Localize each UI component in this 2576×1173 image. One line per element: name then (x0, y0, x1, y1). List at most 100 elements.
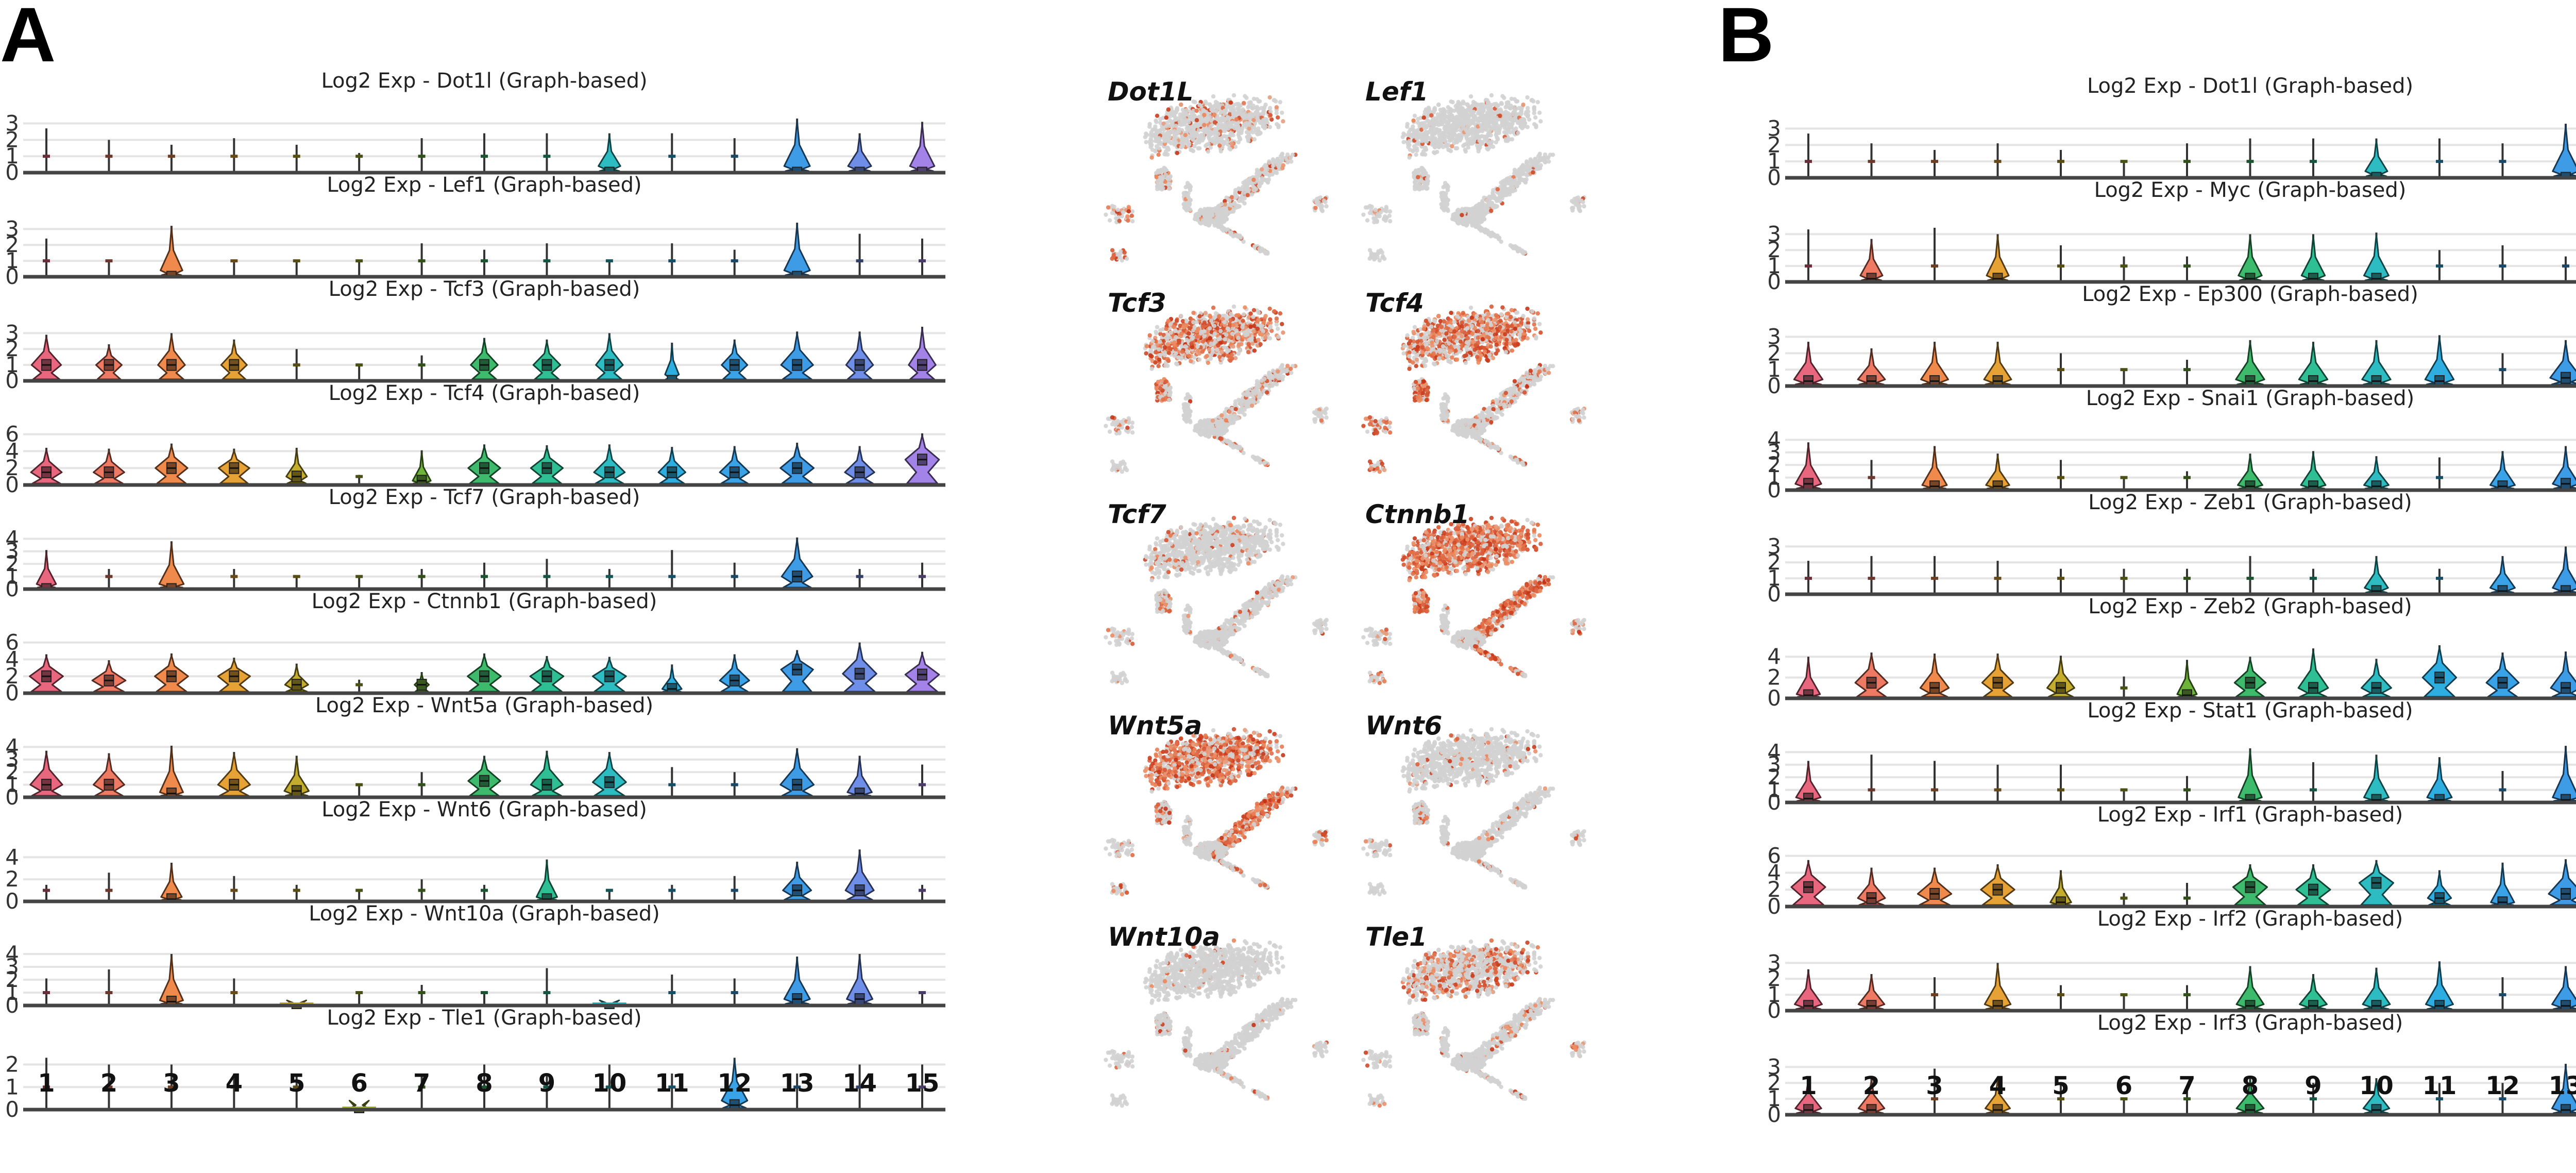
umap-cell-point (1223, 126, 1227, 130)
subplot-title: Log2 Exp - Wnt10a (Graph-based) (309, 902, 660, 926)
violin-median-marker (355, 259, 363, 262)
umap-cell-point (1268, 336, 1272, 340)
umap-cell-point (1443, 181, 1447, 185)
umap-cell-point (1459, 218, 1463, 222)
umap-cell-point (1175, 107, 1179, 111)
umap-cell-point (1414, 153, 1418, 157)
umap-cell-point (1460, 213, 1464, 217)
umap-cell-point (1489, 93, 1494, 97)
umap-cell-point (1192, 144, 1196, 148)
umap-cell-point (1387, 214, 1392, 218)
violin-median-marker (543, 991, 550, 994)
umap-cell-point (1494, 102, 1498, 106)
violin-median-marker (1805, 577, 1812, 580)
umap-cell-point (1464, 222, 1468, 226)
umap-cell-point (1491, 196, 1495, 200)
umap-cell-point (1210, 139, 1214, 143)
umap-cell-point (1423, 153, 1427, 157)
umap-cell-point (1444, 195, 1448, 199)
violin-median-marker (2121, 686, 2128, 690)
violin-median-marker (105, 889, 112, 892)
umap-cell-point (1455, 103, 1459, 107)
umap-cell-point (1537, 111, 1541, 115)
umap-cell-point (1577, 207, 1581, 211)
umap-cell-point (1316, 203, 1320, 207)
umap-cell-point (1425, 181, 1429, 186)
umap-cell-point (1483, 227, 1487, 231)
umap-cell-point (1199, 120, 1203, 124)
umap-cell-point (1453, 214, 1458, 219)
umap-cell-point (1532, 105, 1536, 109)
umap-cell-point (1488, 121, 1492, 125)
umap-cell-point (1538, 119, 1543, 123)
umap-cell-point (1442, 108, 1446, 112)
violin-median-marker (1931, 577, 1938, 580)
umap-cell-point (1499, 101, 1503, 105)
x-tick-label: 10 (592, 1069, 626, 1098)
umap-cell-point (1202, 123, 1206, 127)
umap-cell-point (1494, 205, 1498, 209)
x-tick-label: 3 (163, 1069, 180, 1098)
umap-cell-point (1219, 202, 1224, 206)
subplot-title: Log2 Exp - Irf3 (Graph-based) (2097, 1011, 2403, 1035)
umap-cell-point (1125, 214, 1129, 219)
violin-median-marker (1931, 993, 1938, 996)
umap-cell-point (1180, 138, 1184, 142)
subplot-title: Log2 Exp - Wnt5a (Graph-based) (315, 694, 653, 717)
violin-median-marker (919, 783, 926, 786)
umap-cell-point (1456, 120, 1461, 124)
violin-body (909, 329, 936, 379)
umap-cell-point (1513, 167, 1517, 172)
violin-median-marker (919, 575, 926, 578)
umap-cell-point (1476, 208, 1480, 212)
subplot-title: Log2 Exp - Snai1 (Graph-based) (2086, 387, 2414, 410)
umap-cell-point (1504, 179, 1508, 183)
umap-cell-point (1155, 175, 1159, 179)
umap-cell-point (1546, 155, 1550, 159)
umap-cell-point (1472, 136, 1477, 140)
umap-cell-point (1166, 131, 1170, 135)
umap-cell-point (1164, 124, 1168, 128)
umap-cell-point (1200, 138, 1205, 142)
umap-cell-point (1448, 133, 1452, 138)
umap-cell-point (1197, 103, 1201, 107)
y-tick-label: 3 (5, 111, 19, 136)
violin-median-marker (2183, 476, 2191, 479)
umap-cell-point (1289, 155, 1293, 159)
violin-median-marker (2183, 160, 2191, 163)
violin-median-marker (2499, 160, 2506, 163)
violin-median-marker (355, 991, 363, 994)
umap-plot-tcf3: Tcf3 (1104, 288, 1329, 474)
violin-median-marker (2121, 993, 2128, 996)
umap-cell-point (1202, 113, 1206, 117)
violin-median-marker (481, 259, 488, 262)
umap-cell-point (1466, 104, 1470, 108)
umap-cell-point (1228, 318, 1232, 322)
umap-cell-point (1280, 322, 1284, 326)
umap-cell-point (1213, 128, 1217, 132)
umap-cell-point (1252, 188, 1256, 192)
umap-cell-point (1250, 192, 1254, 196)
umap-cell-point (1257, 99, 1261, 104)
umap-cell-point (1422, 124, 1426, 128)
umap-cell-point (1166, 147, 1171, 152)
x-tick-label: 7 (2178, 1071, 2195, 1100)
violin-median-marker (168, 155, 175, 158)
umap-cell-point (1383, 214, 1387, 219)
violin-body (161, 228, 183, 275)
umap-cell-point (1144, 351, 1148, 355)
y-tick-label: 6 (5, 630, 19, 655)
umap-cell-point (1322, 198, 1326, 203)
umap-cell-point (1436, 103, 1440, 107)
umap-cell-point (1202, 213, 1206, 217)
umap-cell-point (1449, 99, 1453, 104)
umap-cell-point (1582, 204, 1586, 208)
violin-median-marker (2057, 993, 2064, 996)
umap-cell-point (1148, 333, 1152, 338)
violin-body (1855, 655, 1888, 697)
umap-cell-point (1268, 106, 1272, 110)
umap-cell-point (1174, 136, 1178, 140)
